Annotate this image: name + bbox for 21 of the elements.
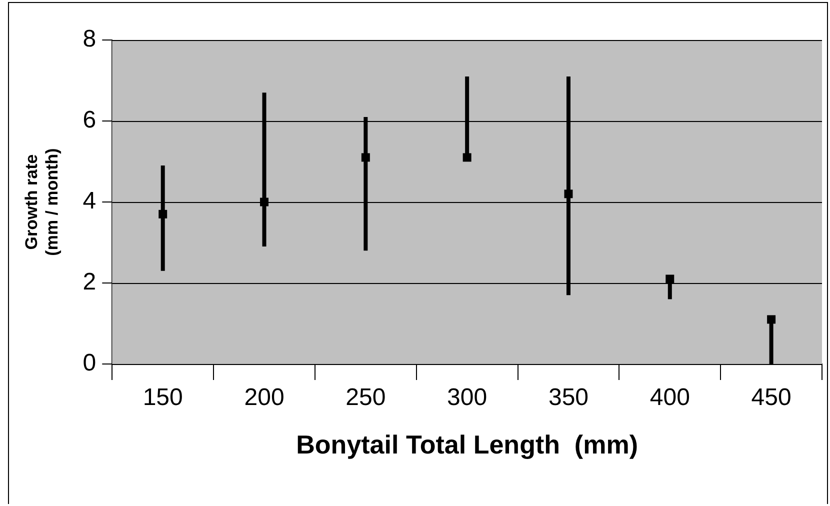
x-tick-label: 450 [751,384,792,412]
x-tick-label: 350 [548,384,589,412]
point [361,153,370,162]
x-tick-label: 150 [142,384,183,412]
point [260,198,268,206]
y-tick-label: 6 [82,106,96,134]
x-tick-label: 300 [447,384,488,412]
x-tick-label: 400 [650,384,690,412]
point [767,315,776,324]
y-axis-title: Growth rate (mm / month) [22,148,62,256]
x-axis-title: Bonytail Total Length (mm) [296,430,638,460]
point [158,210,168,218]
y-tick-label: 0 [82,350,96,377]
point [564,190,573,198]
y-tick-label: 2 [82,268,96,296]
x-tick-label: 250 [346,384,386,412]
y-tick-label: 8 [82,26,96,53]
y-tick-label: 4 [82,188,96,215]
point [462,153,472,162]
point [666,274,674,284]
x-tick-label: 200 [244,384,284,412]
